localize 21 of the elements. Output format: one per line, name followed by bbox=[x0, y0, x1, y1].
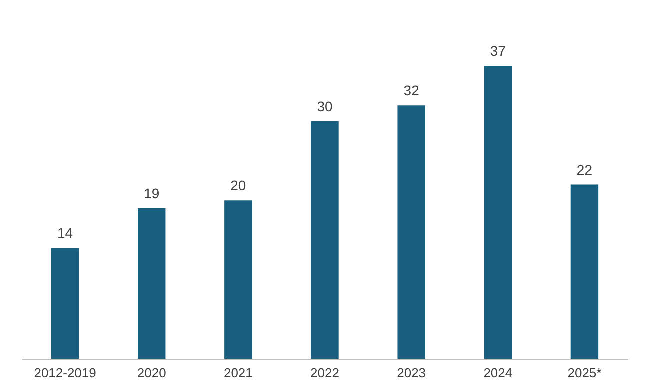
bar bbox=[311, 121, 339, 359]
bar bbox=[570, 184, 599, 359]
x-tick-label: 2012-2019 bbox=[34, 366, 96, 380]
data-label: 37 bbox=[490, 43, 506, 59]
x-tick-label: 2021 bbox=[224, 366, 253, 380]
bar bbox=[484, 66, 512, 359]
x-tick-label: 2024 bbox=[484, 366, 513, 380]
data-label: 22 bbox=[576, 162, 593, 178]
data-label: 20 bbox=[230, 178, 246, 194]
data-label: 32 bbox=[404, 82, 420, 99]
x-tick-label: 2025* bbox=[568, 366, 602, 380]
x-tick-label: 2020 bbox=[137, 366, 166, 380]
bar bbox=[138, 208, 166, 359]
data-label: 19 bbox=[144, 186, 160, 202]
bar bbox=[224, 200, 252, 359]
bar bbox=[398, 106, 426, 359]
x-tick-label: 2022 bbox=[310, 366, 340, 380]
x-tick-label: 2023 bbox=[397, 366, 426, 380]
data-label: 30 bbox=[317, 98, 333, 114]
bar bbox=[51, 248, 80, 359]
data-label: 14 bbox=[57, 225, 74, 242]
